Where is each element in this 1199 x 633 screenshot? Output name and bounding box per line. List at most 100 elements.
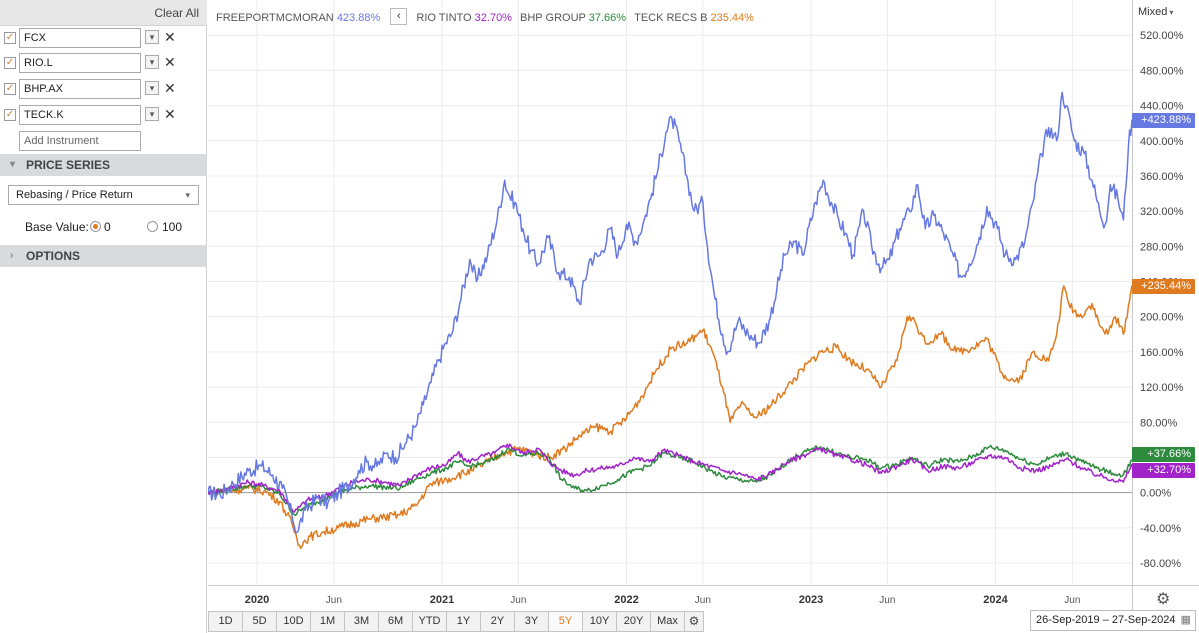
- y-tick-label: 400.00%: [1140, 136, 1184, 148]
- radio-label: 0: [104, 220, 111, 234]
- y-tick-label: 80.00%: [1140, 417, 1178, 429]
- chevron-down-icon: ▾: [185, 190, 190, 200]
- base-value-radio-0[interactable]: [90, 221, 101, 232]
- legend-name: RIO TINTO: [416, 11, 472, 24]
- scale-mode-select[interactable]: Mixed ▾: [1138, 6, 1173, 18]
- range-toolbar: 1D 5D 10D 1M 3M 6M YTD 1Y 2Y 3Y 5Y 10Y 2…: [208, 611, 704, 632]
- gear-icon[interactable]: ⚙: [684, 611, 704, 632]
- x-tick-label: Jun: [695, 595, 711, 606]
- x-tick-label: 2023: [799, 594, 823, 606]
- range-button-1y[interactable]: 1Y: [446, 611, 481, 632]
- range-button-2y[interactable]: 2Y: [480, 611, 515, 632]
- legend-name: TECK RECS B: [634, 11, 708, 24]
- options-header[interactable]: › OPTIONS: [0, 245, 207, 267]
- x-tick-label: Jun: [879, 595, 895, 606]
- close-icon[interactable]: ✕: [164, 80, 176, 96]
- range-button-3y[interactable]: 3Y: [514, 611, 549, 632]
- legend-item-teck[interactable]: TECK RECS B 235.44%: [634, 12, 754, 24]
- price-tag-bhp: +37.66%: [1132, 447, 1195, 462]
- chevron-left-icon[interactable]: ‹: [390, 8, 408, 25]
- price-series-header[interactable]: ▾ PRICE SERIES: [0, 154, 207, 176]
- y-tick-label: -40.00%: [1140, 523, 1181, 535]
- section-title: OPTIONS: [26, 249, 81, 263]
- chart-legend: FREEPORTMCMORAN 423.88% ‹ RIO TINTO 32.7…: [216, 8, 759, 25]
- range-button-3m[interactable]: 3M: [344, 611, 379, 632]
- instrument-field[interactable]: TECK.K: [19, 105, 141, 125]
- calendar-icon[interactable]: ▦: [1180, 614, 1191, 626]
- check-icon[interactable]: ✓: [4, 109, 16, 121]
- legend-name: BHP GROUP: [520, 11, 586, 24]
- scale-mode-value: Mixed: [1138, 6, 1168, 18]
- instrument-row: ✓ FCX ▾ ✕: [0, 28, 207, 50]
- grid-layer: [208, 0, 1132, 585]
- select-value: Rebasing / Price Return: [16, 189, 133, 201]
- instrument-row: ✓ BHP.AX ▾ ✕: [0, 79, 207, 101]
- check-icon[interactable]: ✓: [4, 32, 16, 44]
- rebasing-select[interactable]: Rebasing / Price Return ▾: [8, 185, 199, 205]
- series-line-teck-recs-b: [208, 285, 1133, 550]
- x-tick-label: 2024: [983, 594, 1008, 606]
- price-tag-teck: +235.44%: [1132, 279, 1195, 294]
- y-tick-label: -80.00%: [1140, 558, 1181, 570]
- y-tick-label: 200.00%: [1140, 312, 1184, 324]
- chevron-down-icon[interactable]: ▾: [145, 55, 159, 69]
- legend-value: 423.88%: [336, 11, 381, 24]
- y-tick-label: 320.00%: [1140, 206, 1184, 218]
- chevron-down-icon[interactable]: ▾: [145, 81, 159, 95]
- y-tick-label: 280.00%: [1140, 241, 1184, 253]
- legend-item-bhp[interactable]: BHP GROUP 37.66%: [520, 12, 626, 24]
- series-line-rio-tinto: [208, 443, 1133, 513]
- y-tick-label: 520.00%: [1140, 30, 1184, 42]
- close-icon[interactable]: ✕: [164, 29, 176, 45]
- range-button-max[interactable]: Max: [650, 611, 685, 632]
- price-chart[interactable]: -80.00%-40.00%0.00%40.00%80.00%120.00%16…: [208, 0, 1199, 611]
- price-tag-fcx: +423.88%: [1132, 113, 1195, 128]
- y-tick-label: 0.00%: [1140, 488, 1171, 500]
- legend-name: FREEPORTMCMORAN: [216, 11, 334, 24]
- clear-all-button[interactable]: Clear All: [154, 6, 199, 20]
- gear-icon[interactable]: ⚙: [1156, 591, 1171, 608]
- range-button-5d[interactable]: 5D: [242, 611, 277, 632]
- chevron-down-icon: ▾: [10, 159, 16, 170]
- x-tick-label: 2020: [245, 594, 269, 606]
- range-button-20y[interactable]: 20Y: [616, 611, 651, 632]
- range-button-5y[interactable]: 5Y: [548, 611, 583, 632]
- legend-value: 235.44%: [710, 11, 754, 24]
- x-tick-label: Jun: [1064, 595, 1080, 606]
- chart-area: -80.00%-40.00%0.00%40.00%80.00%120.00%16…: [208, 0, 1199, 633]
- x-tick-label: Jun: [326, 595, 342, 606]
- add-instrument-input[interactable]: [19, 131, 141, 151]
- legend-value: 32.70%: [474, 11, 512, 24]
- close-icon[interactable]: ✕: [164, 106, 176, 122]
- section-title: PRICE SERIES: [26, 158, 111, 172]
- price-tag-rio: +32.70%: [1132, 463, 1195, 478]
- range-button-ytd[interactable]: YTD: [412, 611, 447, 632]
- y-tick-label: 120.00%: [1140, 382, 1184, 394]
- date-range-value: 26-Sep-2019 – 27-Sep-2024: [1036, 614, 1176, 626]
- check-icon[interactable]: ✓: [4, 57, 16, 69]
- chevron-down-icon: ▾: [1169, 8, 1174, 17]
- y-tick-label: 440.00%: [1140, 101, 1184, 113]
- range-button-1d[interactable]: 1D: [208, 611, 243, 632]
- instrument-field[interactable]: BHP.AX: [19, 79, 141, 99]
- close-icon[interactable]: ✕: [164, 54, 176, 70]
- x-tick-label: 2022: [614, 594, 638, 606]
- instrument-row: ✓ TECK.K ▾ ✕: [0, 105, 207, 127]
- legend-item-fcx[interactable]: FREEPORTMCMORAN 423.88%: [216, 12, 380, 24]
- range-button-6m[interactable]: 6M: [378, 611, 413, 632]
- series-layer: [208, 91, 1133, 550]
- range-button-1m[interactable]: 1M: [310, 611, 345, 632]
- range-button-10d[interactable]: 10D: [276, 611, 311, 632]
- range-button-10y[interactable]: 10Y: [582, 611, 617, 632]
- instrument-field[interactable]: FCX: [19, 28, 141, 48]
- instrument-row: ✓ RIO.L ▾ ✕: [0, 53, 207, 75]
- check-icon[interactable]: ✓: [4, 83, 16, 95]
- y-tick-label: 480.00%: [1140, 65, 1184, 77]
- chevron-down-icon[interactable]: ▾: [145, 30, 159, 44]
- date-range-field[interactable]: 26-Sep-2019 – 27-Sep-2024 ▦: [1030, 610, 1196, 631]
- base-value-radio-100[interactable]: [147, 221, 158, 232]
- legend-item-rio[interactable]: RIO TINTO 32.70%: [416, 12, 512, 24]
- y-tick-label: 160.00%: [1140, 347, 1184, 359]
- chevron-down-icon[interactable]: ▾: [145, 107, 159, 121]
- instrument-field[interactable]: RIO.L: [19, 53, 141, 73]
